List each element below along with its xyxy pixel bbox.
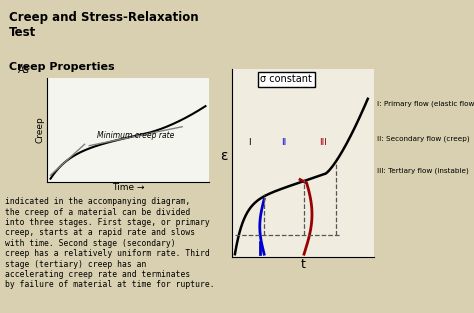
Text: indicated in the accompanying diagram,
the creep of a material can be divided
in: indicated in the accompanying diagram, t… bbox=[5, 197, 214, 290]
Y-axis label: ε: ε bbox=[220, 149, 228, 163]
Text: σ constant: σ constant bbox=[260, 74, 312, 85]
Text: III: III bbox=[319, 137, 327, 146]
X-axis label: Time →: Time → bbox=[112, 183, 144, 192]
Text: Minimum creep rate: Minimum creep rate bbox=[97, 131, 175, 140]
Text: Creep Properties: Creep Properties bbox=[9, 62, 115, 72]
Text: As: As bbox=[18, 65, 30, 75]
Text: Creep and Stress-Relaxation
Test: Creep and Stress-Relaxation Test bbox=[9, 11, 199, 39]
Text: I: I bbox=[248, 137, 251, 146]
Text: I: Primary flow (elastic flow): I: Primary flow (elastic flow) bbox=[377, 100, 474, 107]
X-axis label: t: t bbox=[301, 258, 306, 271]
Y-axis label: Creep: Creep bbox=[36, 116, 45, 143]
Text: III: Tertiary flow (instable): III: Tertiary flow (instable) bbox=[377, 168, 469, 174]
Text: II: Secondary flow (creep): II: Secondary flow (creep) bbox=[377, 136, 469, 142]
Text: II: II bbox=[282, 137, 287, 146]
